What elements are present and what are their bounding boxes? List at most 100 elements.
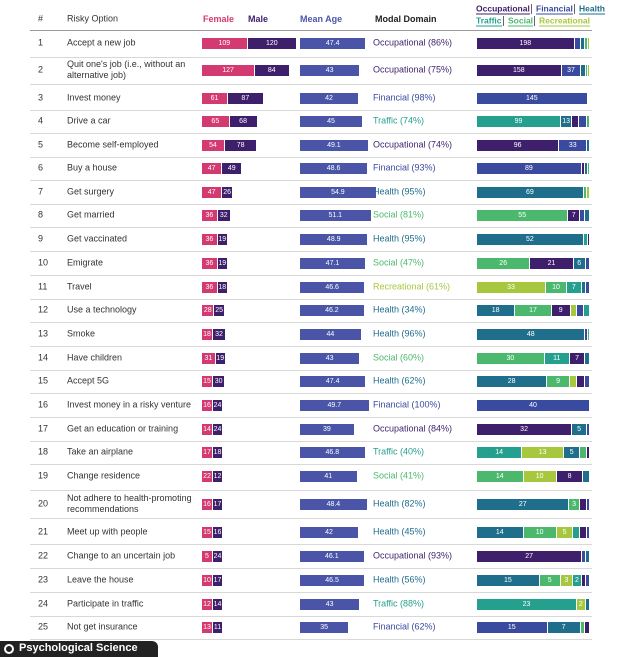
- female-bar: 36: [202, 257, 217, 269]
- modal-domain: Traffic (40%): [373, 446, 425, 457]
- domain-segment: 96: [477, 139, 560, 151]
- age-label: 43: [325, 66, 334, 74]
- rank: 6: [38, 162, 44, 173]
- domain-segment: 9: [547, 375, 570, 387]
- domain-segment: [585, 281, 590, 293]
- domain-segment: 30: [477, 352, 545, 364]
- row-separator: [30, 490, 592, 491]
- age-label: 43: [325, 600, 334, 608]
- domain-segment: 7: [568, 209, 581, 221]
- female-label: 10: [203, 576, 211, 584]
- segment-label: 14: [495, 528, 504, 536]
- female-label: 36: [205, 235, 214, 243]
- male-label: 18: [213, 448, 222, 456]
- row-separator: [30, 639, 592, 640]
- female-bar: 22: [202, 470, 212, 482]
- age-bar: 46.8: [300, 446, 365, 458]
- rank: 24: [38, 598, 49, 609]
- domain-segment: [585, 257, 590, 269]
- domain-segment: 7: [547, 621, 581, 633]
- female-bar: 54: [202, 139, 225, 151]
- age-label: 46.5: [325, 576, 339, 584]
- domain-segment: 13: [522, 446, 565, 458]
- domain-segment: 14: [477, 470, 524, 482]
- female-bar: 12: [202, 598, 212, 610]
- segment-label: 7: [571, 211, 576, 219]
- male-label: 19: [216, 354, 225, 362]
- domain-segment: 5: [564, 446, 581, 458]
- domain-segment: 11: [544, 352, 570, 364]
- segment-label: 198: [519, 39, 532, 47]
- modal-domain: Occupational (75%): [373, 64, 453, 75]
- legend-entry: Recreational: [539, 15, 591, 27]
- male-bar: 49: [221, 162, 242, 174]
- domain-segment: [587, 328, 590, 340]
- male-label: 84: [267, 66, 276, 74]
- female-label: 61: [210, 94, 219, 102]
- legend-separator: [531, 4, 532, 14]
- male-label: 17: [213, 576, 222, 584]
- row-separator: [30, 157, 592, 158]
- segment-label: 32: [520, 425, 528, 433]
- age-bar: 42: [300, 92, 358, 104]
- female-bar: 36: [202, 281, 217, 293]
- female-label: 15: [203, 528, 211, 536]
- segment-label: 15: [503, 576, 512, 584]
- segment-label: 5: [577, 425, 582, 433]
- legend-separator: [574, 4, 575, 14]
- rank: 19: [38, 470, 49, 481]
- age-bar: 43: [300, 598, 360, 610]
- domain-segment: 158: [477, 64, 562, 76]
- age-bar: 49.1: [300, 139, 368, 151]
- domain-segment: 18: [477, 304, 516, 316]
- source-icon: [4, 644, 14, 654]
- domain-segment: [585, 598, 590, 610]
- domain-segment: 13: [561, 115, 573, 127]
- age-label: 46.8: [325, 448, 340, 456]
- modal-domain: Occupational (93%): [373, 550, 453, 561]
- male-label: 11: [213, 623, 222, 631]
- segment-label: 21: [547, 259, 556, 267]
- age-label: 49.7: [327, 401, 342, 409]
- male-bar: 11: [212, 621, 222, 633]
- male-label: 24: [213, 425, 222, 433]
- age-label: 49.1: [327, 141, 341, 149]
- domain-segment: 52: [477, 233, 584, 245]
- row-separator: [30, 180, 592, 181]
- domain-segment: [586, 446, 590, 458]
- male-bar: 19: [216, 233, 227, 245]
- domain-segment: [579, 498, 587, 510]
- row-separator: [30, 417, 592, 418]
- female-label: 54: [209, 141, 217, 149]
- row-separator: [30, 568, 592, 569]
- segment-label: 52: [526, 235, 534, 243]
- legend-entry: Health: [579, 3, 605, 15]
- domain-segment: 9: [551, 304, 571, 316]
- male-bar: 120: [246, 37, 296, 49]
- male-label: 24: [213, 552, 222, 560]
- legend-entry: Social: [508, 15, 534, 27]
- female-bar: 47: [202, 186, 222, 198]
- option: Buy a house: [67, 162, 118, 173]
- domain-segment: [586, 498, 590, 510]
- female-label: 36: [205, 259, 214, 267]
- modal-domain: Traffic (88%): [373, 598, 425, 609]
- male-label: 87: [241, 94, 250, 102]
- rank: 22: [38, 550, 49, 561]
- modal-domain: Social (60%): [373, 352, 425, 363]
- age-label: 41: [324, 472, 333, 480]
- age-label: 42: [325, 94, 333, 102]
- segment-label: 13: [538, 448, 547, 456]
- male-label: 32: [215, 330, 223, 338]
- female-label: 47: [207, 164, 216, 172]
- modal-domain: Traffic (74%): [373, 115, 425, 126]
- legend-entry: Occupational: [476, 3, 530, 15]
- male-bar: 32: [216, 209, 230, 221]
- option: Get vaccinated: [67, 233, 128, 244]
- domain-segment: [586, 186, 590, 198]
- modal-domain: Health (95%): [373, 233, 426, 244]
- segment-label: 2: [578, 600, 583, 608]
- modal-domain: Social (47%): [373, 257, 425, 268]
- age-bar: 47.1: [300, 257, 365, 269]
- option: Take an airplane: [67, 446, 134, 457]
